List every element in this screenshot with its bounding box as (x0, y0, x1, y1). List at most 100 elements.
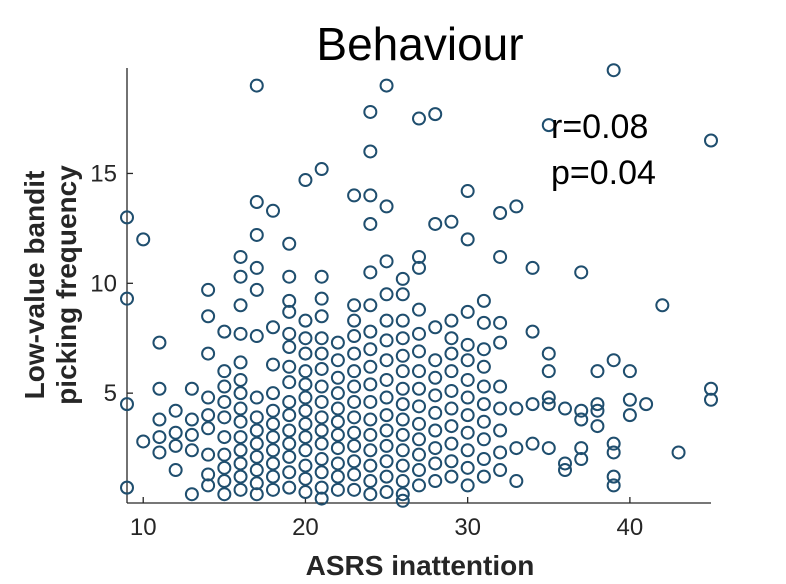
data-point (509, 199, 524, 214)
data-point (184, 427, 199, 442)
data-point (460, 232, 475, 247)
data-point (493, 379, 508, 394)
data-point (314, 480, 329, 495)
data-point (249, 282, 264, 297)
data-point (347, 346, 362, 361)
data-point (249, 410, 264, 425)
data-point (233, 430, 248, 445)
data-point (233, 469, 248, 484)
data-point (347, 313, 362, 328)
data-point (395, 427, 410, 442)
data-point (379, 408, 394, 423)
data-point (233, 355, 248, 370)
data-point (266, 203, 280, 218)
data-point (412, 399, 426, 414)
data-point (412, 249, 426, 264)
data-point (379, 254, 394, 269)
data-point (347, 467, 362, 482)
data-point (249, 423, 264, 438)
data-point (622, 392, 637, 407)
data-point (541, 118, 556, 133)
data-point (201, 390, 216, 405)
data-point (493, 463, 508, 478)
data-point (379, 485, 394, 500)
data-point (136, 232, 151, 247)
data-point (266, 469, 280, 484)
data-point (233, 414, 248, 429)
data-point (558, 463, 572, 478)
data-point (655, 298, 670, 313)
data-point (428, 405, 443, 420)
data-point (363, 104, 378, 119)
data-point (233, 298, 248, 313)
data-point (330, 441, 345, 456)
data-point (201, 346, 216, 361)
data-point (493, 401, 508, 416)
data-point (428, 370, 443, 385)
y-axis-label-line-1: Low-value bandit (19, 171, 50, 400)
data-point (298, 390, 313, 405)
data-point (347, 188, 362, 203)
data-point (379, 78, 394, 93)
data-point (622, 364, 637, 379)
data-point (233, 372, 248, 387)
data-point (509, 441, 524, 456)
data-point (249, 463, 264, 478)
data-point (168, 463, 183, 478)
data-point (476, 342, 491, 357)
data-point (590, 403, 605, 418)
data-point (395, 348, 410, 363)
data-point (363, 342, 378, 357)
data-point (282, 436, 297, 451)
data-point (412, 364, 426, 379)
data-point (120, 397, 134, 412)
data-point (184, 412, 199, 427)
data-point (428, 107, 443, 122)
data-point (217, 474, 232, 489)
correlation-p-annotation: p=0.04 (551, 154, 656, 192)
data-point (249, 487, 264, 502)
data-point (574, 412, 589, 427)
data-point (395, 443, 410, 458)
data-point (606, 436, 621, 451)
data-point (476, 359, 491, 374)
data-point (363, 188, 378, 203)
data-point (217, 379, 232, 394)
data-point (558, 401, 572, 416)
data-point (444, 454, 459, 469)
data-point (282, 236, 297, 251)
data-point (217, 394, 232, 409)
data-point (152, 445, 167, 460)
data-point (379, 333, 394, 348)
data-point (298, 313, 313, 328)
data-point (233, 482, 248, 497)
data-point (704, 381, 718, 396)
data-point (347, 425, 362, 440)
data-point (412, 344, 426, 359)
data-point (217, 487, 232, 502)
data-point (395, 397, 410, 412)
axis-ticks: 10 20 30 40 5 10 15 (90, 160, 643, 541)
data-point (201, 408, 216, 423)
data-point (282, 394, 297, 409)
data-point (347, 379, 362, 394)
data-point (412, 478, 426, 493)
data-point (347, 298, 362, 313)
data-point (379, 390, 394, 405)
data-point (152, 381, 167, 396)
data-point (460, 425, 475, 440)
data-point (363, 427, 378, 442)
data-point (363, 394, 378, 409)
data-point (266, 357, 280, 372)
data-point (298, 416, 313, 431)
data-point (282, 408, 297, 423)
y-tick-label: 10 (90, 270, 117, 297)
data-point (282, 480, 297, 495)
data-point (428, 353, 443, 368)
data-point (298, 443, 313, 458)
data-point (590, 419, 605, 434)
data-point (314, 379, 329, 394)
data-point (412, 447, 426, 462)
data-point (444, 331, 459, 346)
data-point (330, 370, 345, 385)
